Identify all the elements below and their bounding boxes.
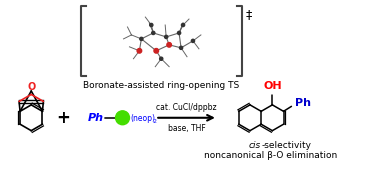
Text: (neop): (neop)	[130, 114, 155, 123]
Circle shape	[191, 39, 195, 43]
Text: +: +	[56, 109, 70, 127]
Text: -selectivity: -selectivity	[262, 141, 312, 150]
Text: OH: OH	[263, 81, 282, 91]
Circle shape	[154, 49, 158, 53]
Circle shape	[181, 23, 184, 27]
Circle shape	[160, 57, 163, 60]
Circle shape	[180, 46, 183, 49]
Circle shape	[150, 23, 153, 27]
Text: Ph: Ph	[88, 113, 104, 123]
Circle shape	[164, 35, 168, 38]
Circle shape	[116, 111, 130, 125]
Text: Ph: Ph	[296, 98, 311, 108]
Text: 2: 2	[152, 119, 156, 124]
Text: ‡: ‡	[246, 8, 252, 21]
Text: cat. CuCl/dppbz: cat. CuCl/dppbz	[156, 103, 217, 112]
Text: cis: cis	[249, 141, 261, 150]
Text: base, THF: base, THF	[168, 124, 205, 133]
Text: noncanonical β-O elimination: noncanonical β-O elimination	[204, 151, 338, 159]
Circle shape	[152, 31, 155, 35]
Text: O: O	[27, 82, 36, 93]
Circle shape	[178, 31, 181, 35]
Text: Boronate-assisted ring-opening TS: Boronate-assisted ring-opening TS	[83, 81, 239, 90]
Circle shape	[167, 43, 172, 47]
Circle shape	[140, 37, 143, 40]
Circle shape	[137, 49, 142, 53]
Text: B: B	[118, 113, 127, 123]
